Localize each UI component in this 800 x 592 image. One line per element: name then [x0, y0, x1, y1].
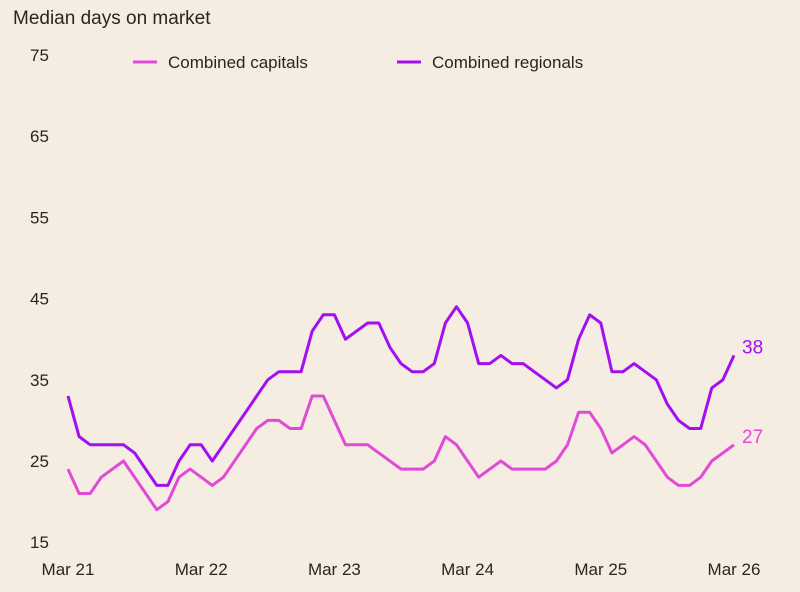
legend-label: Combined capitals: [168, 53, 308, 72]
x-tick-label: Mar 24: [441, 560, 494, 579]
series-line-regionals: [66, 305, 736, 487]
y-tick-label: 25: [30, 452, 49, 471]
y-tick-label: 55: [30, 208, 49, 227]
legend-label: Combined regionals: [432, 53, 583, 72]
end-value-label: 38: [742, 337, 763, 358]
x-tick-label: Mar 25: [574, 560, 627, 579]
y-tick-label: 15: [30, 533, 49, 552]
y-tick-label: 45: [30, 290, 49, 309]
x-tick-label: Mar 21: [42, 560, 95, 579]
series-line-capitals: [66, 394, 735, 512]
y-tick-label: 35: [30, 371, 49, 390]
chart-title: Median days on market: [13, 8, 211, 29]
x-tick-label: Mar 22: [175, 560, 228, 579]
x-tick-label: Mar 23: [308, 560, 361, 579]
end-value-label: 27: [742, 427, 763, 448]
y-tick-label: 65: [30, 127, 49, 146]
x-tick-label: Mar 26: [708, 560, 761, 579]
y-tick-label: 75: [30, 46, 49, 65]
